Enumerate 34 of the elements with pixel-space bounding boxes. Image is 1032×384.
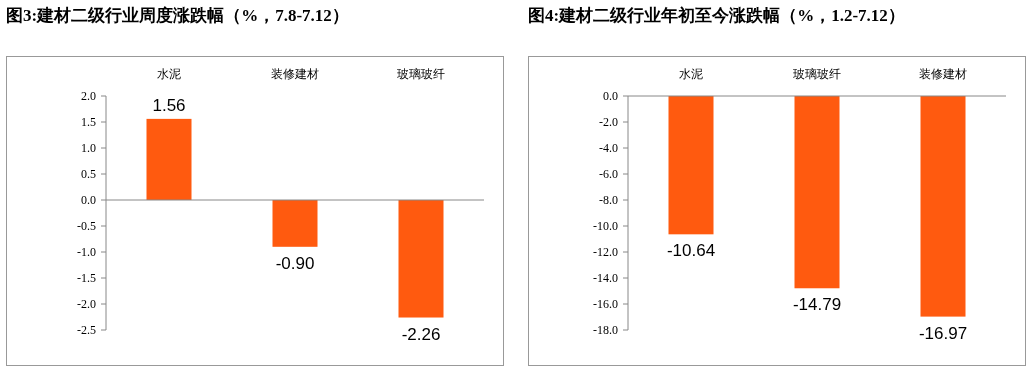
y-tick-label: -18.0 <box>593 323 618 337</box>
x-tick-label: 玻璃玻纤 <box>793 67 841 81</box>
y-tick-label: -6.0 <box>599 167 618 181</box>
y-tick-label: -16.0 <box>593 297 618 311</box>
y-tick-label: -0.5 <box>77 219 96 233</box>
y-tick-label: 0.0 <box>81 193 96 207</box>
data-label: -0.90 <box>275 253 315 273</box>
y-tick-label: -10.0 <box>593 219 618 233</box>
data-label: -2.26 <box>401 324 441 344</box>
y-tick-label: -14.0 <box>593 271 618 285</box>
y-tick-label: -8.0 <box>599 193 618 207</box>
y-tick-label: 1.5 <box>81 115 96 129</box>
y-tick-label: -4.0 <box>599 141 618 155</box>
data-label: -10.64 <box>666 241 716 261</box>
y-tick-label: 0.0 <box>603 89 618 103</box>
y-tick-label: 2.0 <box>81 89 96 103</box>
y-tick-label: -2.0 <box>599 115 618 129</box>
y-tick-label: -12.0 <box>593 245 618 259</box>
data-label: -14.79 <box>792 295 842 315</box>
chart-title: 图4:建材二级行业年初至今涨跌幅（%，1.2-7.12） <box>528 5 906 27</box>
y-tick-label: -1.5 <box>77 271 96 285</box>
chart-title: 图3:建材二级行业周度涨跌幅（%，7.8-7.12） <box>6 5 350 27</box>
y-tick-label: -2.0 <box>77 297 96 311</box>
data-label: -16.97 <box>918 323 968 343</box>
x-tick-label: 装修建材 <box>271 67 319 81</box>
y-tick-label: 0.5 <box>81 167 96 181</box>
y-tick-label: 1.0 <box>81 141 96 155</box>
x-tick-label: 水泥 <box>679 67 703 81</box>
data-label: 1.56 <box>152 95 186 115</box>
x-tick-label: 水泥 <box>157 67 181 81</box>
y-tick-label: -2.5 <box>77 323 96 337</box>
x-tick-label: 装修建材 <box>919 67 967 81</box>
y-tick-label: -1.0 <box>77 245 96 259</box>
x-tick-label: 玻璃玻纤 <box>397 67 445 81</box>
